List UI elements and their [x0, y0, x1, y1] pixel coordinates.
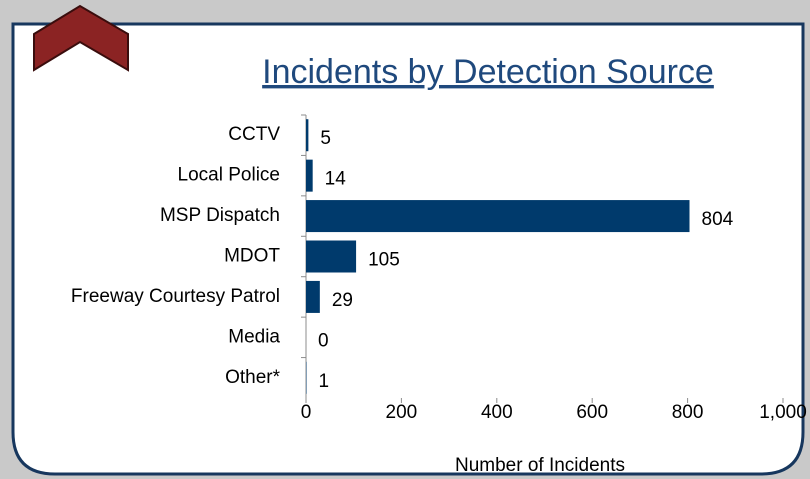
chart-title: Incidents by Detection Source: [262, 53, 714, 91]
x-tick-label: 600: [576, 402, 608, 423]
x-tick-label: 800: [672, 402, 704, 423]
x-tick-label: 400: [481, 402, 513, 423]
value-label: 29: [332, 290, 353, 311]
back-button[interactable]: [33, 4, 129, 72]
bar: [306, 200, 690, 233]
bar: [306, 119, 309, 152]
y-tick-label: Media: [228, 326, 280, 347]
y-tick-label: CCTV: [228, 124, 280, 145]
chevron[interactable]: [33, 4, 129, 72]
x-tick-label: 0: [301, 402, 312, 423]
value-label: 105: [368, 250, 400, 271]
value-label: 14: [325, 169, 347, 190]
value-label: 0: [318, 330, 329, 351]
y-tick-label: MDOT: [224, 246, 280, 267]
x-tick-label: 1,000: [759, 402, 807, 423]
value-label: 1: [318, 371, 329, 392]
y-tick-label: Freeway Courtesy Patrol: [71, 286, 280, 307]
value-label: 5: [320, 128, 331, 149]
panel: [11, 22, 805, 476]
bar: [306, 280, 320, 313]
x-axis-label: Number of Incidents: [455, 455, 625, 476]
bar: [306, 240, 357, 273]
bar: [306, 159, 313, 192]
y-tick-label: Local Police: [178, 165, 280, 186]
y-tick-label: Other*: [225, 367, 281, 388]
value-label: 804: [702, 209, 734, 230]
x-tick-label: 200: [386, 402, 418, 423]
y-tick-label: MSP Dispatch: [160, 205, 280, 226]
